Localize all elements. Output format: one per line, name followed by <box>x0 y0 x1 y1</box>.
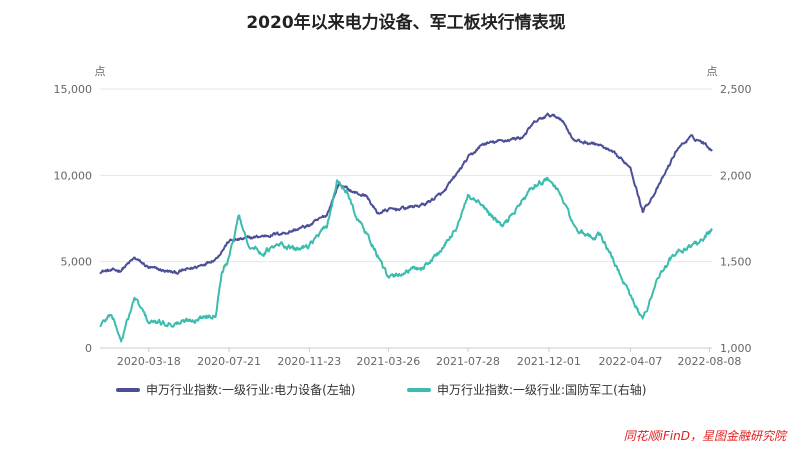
source-note: 同花顺iFinD，星图金融研究院 <box>624 429 788 443</box>
left-axis-unit: 点 <box>95 65 106 78</box>
right-axis-ticks: 1,000 1,500 2,000 2,500 <box>720 83 752 355</box>
legend-label-power-equipment: 申万行业指数:一级行业:电力设备(左轴) <box>146 382 355 397</box>
grid-lines <box>100 88 712 263</box>
legend-item-defense[interactable]: 申万行业指数:一级行业:国防军工(右轴) <box>407 382 646 397</box>
right-tick-label: 2,500 <box>720 83 752 96</box>
legend-label-defense: 申万行业指数:一级行业:国防军工(右轴) <box>437 382 646 397</box>
x-tick-label: 2021-03-26 <box>356 355 420 368</box>
legend[interactable]: 申万行业指数:一级行业:电力设备(左轴) 申万行业指数:一级行业:国防军工(右轴… <box>116 382 646 397</box>
right-tick-label: 2,000 <box>720 169 752 182</box>
right-tick-label: 1,500 <box>720 256 752 269</box>
series-lines <box>99 112 713 343</box>
series-line-power-equipment <box>99 112 713 275</box>
left-tick-label: 10,000 <box>54 169 93 182</box>
series-line-defense <box>99 176 713 343</box>
x-tick-label: 2022-08-08 <box>677 355 741 368</box>
x-tick-label: 2022-04-07 <box>598 355 662 368</box>
legend-item-power-equipment[interactable]: 申万行业指数:一级行业:电力设备(左轴) <box>116 382 355 397</box>
x-tick-label: 2020-03-18 <box>117 355 181 368</box>
x-tick-label: 2021-07-28 <box>436 355 500 368</box>
x-tick-label: 2020-07-21 <box>197 355 261 368</box>
left-axis-ticks: 0 5,000 10,000 15,000 <box>54 83 93 355</box>
left-tick-label: 0 <box>85 342 92 355</box>
left-tick-label: 15,000 <box>54 83 93 96</box>
left-tick-label: 5,000 <box>61 256 93 269</box>
x-axis: 2020-03-18 2020-07-21 2020-11-23 2021-03-26… <box>100 347 741 368</box>
x-tick-label: 2021-12-01 <box>517 355 581 368</box>
right-tick-label: 1,000 <box>720 342 752 355</box>
x-tick-label: 2020-11-23 <box>277 355 341 368</box>
right-axis-unit: 点 <box>707 65 718 78</box>
chart-title: 2020年以来电力设备、军工板块行情表现 <box>246 12 565 33</box>
